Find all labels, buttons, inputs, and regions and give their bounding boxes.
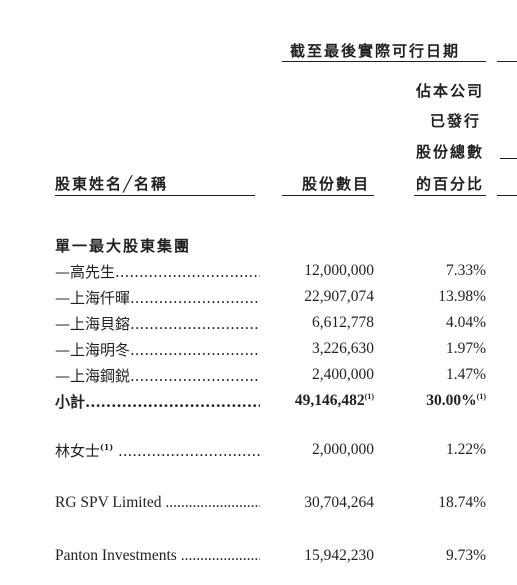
leader-dots: ........................................… xyxy=(165,494,260,511)
row-shares: 6,612,778 xyxy=(312,314,374,331)
pct-header-line-2: 已發行 xyxy=(430,112,482,130)
row-name: —上海仟暉 xyxy=(55,289,131,307)
subtotal-label: 小計 xyxy=(55,393,86,411)
row-pct: 7.33% xyxy=(445,262,486,279)
leader-dots: ........................................… xyxy=(130,367,260,385)
subtotal-shares-note: (1) xyxy=(364,392,374,401)
row-pct: 1.22% xyxy=(445,441,486,458)
row-name: —上海貝鎔 xyxy=(55,315,131,333)
subtotal-pct-note: (1) xyxy=(476,392,486,401)
subtotal-shares: 49,146,482(1) xyxy=(294,392,374,410)
shares-header-underline xyxy=(282,195,374,196)
shares-column-header: 股份數目 xyxy=(302,175,371,193)
row-pct: 1.47% xyxy=(445,366,486,383)
row-name: 林女士 xyxy=(55,442,101,460)
name-column-header: 股東姓名╱名稱 xyxy=(55,175,169,193)
row-pct: 4.04% xyxy=(445,314,486,331)
row-name: —高先生 xyxy=(55,263,116,281)
row-name: —上海鋼鋭 xyxy=(55,367,131,385)
edge-rule-1 xyxy=(500,158,517,159)
row-pct: 18.74% xyxy=(438,494,486,511)
row-shares: 3,226,630 xyxy=(312,340,374,357)
header-rule xyxy=(282,61,486,62)
leader-dots: ........................................… xyxy=(130,289,260,307)
leader-dots: ........................................… xyxy=(180,547,260,564)
row-shares: 2,400,000 xyxy=(312,366,374,383)
section-title: 單一最大股東集團 xyxy=(55,237,192,255)
pct-header-line-4: 的百分比 xyxy=(416,175,485,193)
row-pct: 1.97% xyxy=(445,340,486,357)
subtotal-pct: 30.00%(1) xyxy=(426,392,486,410)
row-shares: 15,942,230 xyxy=(304,547,374,564)
pct-header-underline xyxy=(414,195,486,196)
row-shares: 30,704,264 xyxy=(304,494,374,511)
header-rule-cut xyxy=(497,61,517,62)
row-pct: 9.73% xyxy=(445,547,486,564)
leader-dots: ........................................… xyxy=(117,442,260,460)
leader-dots: ........................................… xyxy=(130,315,260,333)
leader-dots: ........................................… xyxy=(130,341,260,359)
row-shares: 2,000,000 xyxy=(312,441,374,458)
row-name: RG SPV Limited xyxy=(55,494,162,511)
leader-dots: ........................................… xyxy=(115,263,260,281)
row-shares: 12,000,000 xyxy=(304,262,374,279)
pct-header-line-3: 股份總數 xyxy=(416,143,485,161)
row-pct: 13.98% xyxy=(438,288,486,305)
pct-header-line-1: 佔本公司 xyxy=(416,82,485,100)
name-header-underline xyxy=(55,195,255,196)
row-name: Panton Investments xyxy=(55,547,177,564)
leader-dots: ........................................… xyxy=(85,393,260,411)
edge-rule-2 xyxy=(497,195,517,196)
row-shares: 22,907,074 xyxy=(304,288,374,305)
header-group-title: 截至最後實際可行日期 xyxy=(290,42,461,60)
row-note: (1) xyxy=(100,442,114,452)
row-name: —上海明冬 xyxy=(55,341,131,359)
